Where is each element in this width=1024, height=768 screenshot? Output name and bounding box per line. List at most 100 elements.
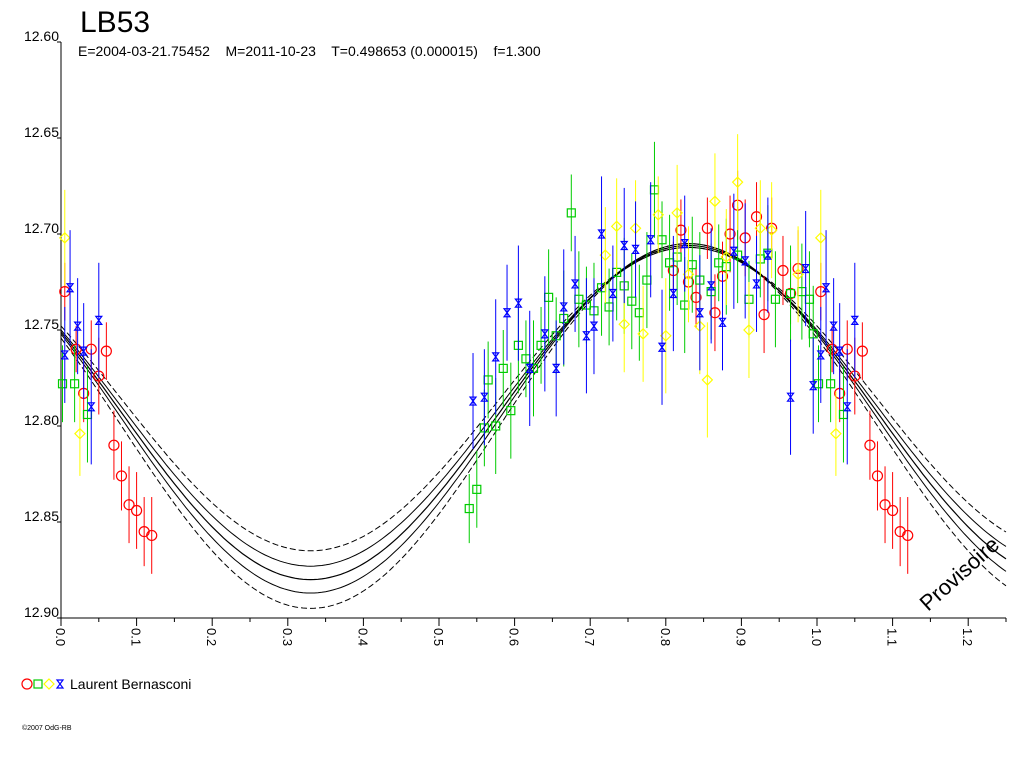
point-marker [856,345,868,357]
y-tick-label: 12.80 [24,412,59,428]
point-marker [879,499,891,511]
point-marker [864,439,876,451]
point-marker [652,208,665,221]
legend-markers [21,678,65,690]
data-point [777,235,789,306]
data-point [687,216,697,313]
point-marker [777,264,789,277]
y-tick-label: 12.70 [24,220,59,236]
data-point [695,255,705,371]
data-point [551,320,561,417]
x-tick-label: 0.7 [582,628,597,646]
data-point [514,245,523,361]
point-marker [498,363,508,373]
point-marker [754,222,767,235]
point-marker [627,296,637,306]
data-point [786,339,795,455]
point-marker [570,279,580,289]
data-point [123,466,135,544]
point-marker [540,329,550,339]
data-point [706,228,716,344]
data-point [502,264,512,361]
data-point [709,153,721,250]
y-tick-label: 12.65 [24,124,59,140]
point-marker [70,343,82,355]
point-marker [637,327,649,340]
data-points [57,134,914,574]
data-point [631,201,640,298]
point-marker [740,256,750,266]
data-point [65,230,75,346]
point-marker [816,350,825,360]
data-point [570,235,580,332]
data-point [108,410,120,480]
data-point [814,189,827,286]
data-point [574,251,584,348]
data-point [821,230,831,346]
point-marker [610,220,623,233]
point-marker [70,379,80,389]
point-marker [108,439,120,451]
data-point [649,141,660,238]
data-point [835,303,844,400]
data-point [468,353,478,450]
data-point [589,278,599,375]
data-point [675,199,687,261]
data-point [902,497,914,574]
data-point [826,345,836,423]
data-point [627,253,637,350]
data-point [657,289,667,405]
point-marker [657,342,667,352]
data-point [528,320,539,417]
point-marker [525,363,534,373]
x-tick-label: 0.8 [658,628,673,646]
data-point [115,441,128,511]
data-point [731,134,744,231]
data-point [809,337,818,434]
data-point [597,176,606,292]
point-marker [701,222,713,234]
point-marker [582,331,591,341]
data-point [850,262,859,378]
point-marker [871,470,884,482]
data-point [634,264,644,361]
data-point [521,320,531,398]
point-marker [146,529,158,542]
x-tick-label: 1.0 [809,628,824,646]
data-point [82,366,93,463]
data-point [100,322,112,380]
data-point [729,193,739,309]
point-marker [87,402,96,412]
data-point [740,203,750,319]
data-point [886,472,899,549]
data-point [871,441,884,511]
data-point [79,303,88,400]
data-point [70,326,82,373]
point-marker [695,308,705,318]
data-point [483,341,493,419]
point-marker [743,324,755,336]
point-marker [720,251,733,263]
series-circle [59,170,914,574]
data-point [146,497,158,574]
data-point [620,187,629,304]
point-marker [826,379,836,389]
fit-curves [60,243,1007,609]
point-marker [597,229,606,239]
point-marker [506,406,516,416]
point-marker [902,529,914,542]
point-marker [835,346,844,356]
data-point [498,330,508,407]
x-tick-label: 1.2 [960,628,975,646]
x-tick-label: 0.4 [355,628,370,646]
data-point [720,209,733,306]
point-marker [752,279,761,289]
x-tick-label: 0.5 [431,628,446,646]
data-point [608,245,618,342]
point-marker [514,298,523,308]
point-marker [701,374,714,386]
data-point [801,210,810,327]
data-point [472,450,482,528]
data-point [87,349,96,465]
data-point [70,345,80,423]
